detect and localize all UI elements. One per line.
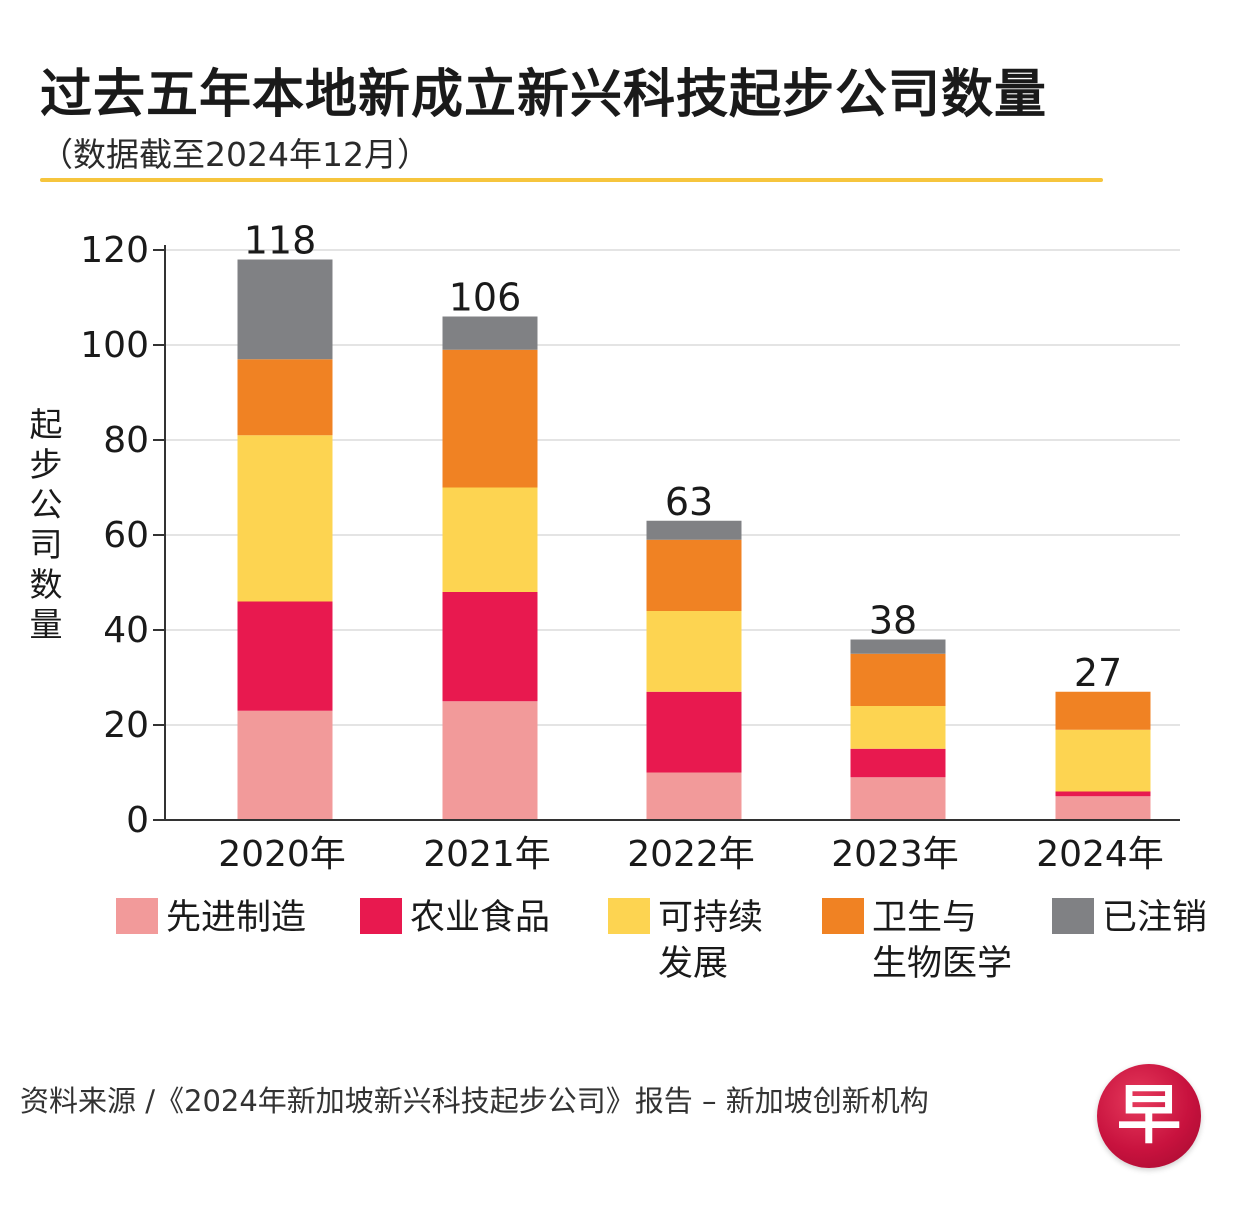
labels: 0 20 40 60 80 100 120 118 2020年 106 2021年 63 2022年 38… [80,219,1164,876]
y-axis-label-char: 司 [29,525,63,564]
bar-segment [646,611,742,692]
y-axis-label: 起 步 公 司 数 量 [26,405,66,645]
legend-swatch [1052,898,1094,934]
x-tick-label: 2021年 [423,834,551,875]
y-tick-label: 40 [103,610,149,651]
bar-segment [850,748,946,778]
y-tick-label: 20 [103,705,149,746]
page-title: 过去五年本地新成立新兴科技起步公司数量 [40,65,1048,125]
bar-total-label: 63 [665,480,713,524]
bar-segment [442,487,538,592]
bars [237,259,1151,820]
bar-segment [442,592,538,702]
source-note: 资料来源 /《2024年新加坡新兴科技起步公司》报告 – 新加坡创新机构 [20,1084,929,1118]
y-axis-label-char: 数 [29,565,63,604]
bar-segment [237,259,333,360]
bar-segment [442,316,538,350]
bar-total-label: 106 [449,276,522,320]
bar-segment [442,701,538,820]
bar-segment [646,539,742,611]
y-tick-label: 0 [126,800,149,841]
bar-segment [237,359,333,436]
x-tick-label: 2024年 [1036,834,1164,875]
bar-segment [237,710,333,820]
legend-label: 农业食品 [410,898,551,938]
bar-segment [1055,691,1151,730]
legend-label: 卫生与 生物医学 [872,898,1013,984]
bar-segment [850,777,946,820]
bar-segment [646,691,742,773]
bar-segment [1055,796,1151,820]
bar-segment [1055,729,1151,792]
bar-total-label: 27 [1074,651,1122,695]
logo-char: 早 [1117,1079,1181,1153]
page-subtitle: （数据截至2024年12月） [40,135,430,174]
bar-total-label: 118 [244,219,317,263]
x-tick-label: 2023年 [831,834,959,875]
legend-swatch [608,898,650,934]
legend-label: 已注销 [1102,898,1208,938]
stacked-bar-chart: 0 20 40 60 80 100 120 118 2020年 106 2021年 63 2022年 38… [80,219,1180,876]
bar-segment [850,639,946,654]
legend-swatch [116,898,158,934]
y-tick-label: 80 [103,420,149,461]
bar-segment [646,772,742,820]
bar-segment [237,435,333,602]
y-tick-label: 60 [103,515,149,556]
y-axis-label-char: 量 [29,605,63,644]
x-tick-label: 2022年 [627,834,755,875]
bar-segment [442,349,538,488]
y-tick-label: 100 [80,325,149,366]
y-axis-label-char: 公 [29,485,63,524]
bar-segment [850,653,946,706]
bar-segment [237,601,333,711]
bar-total-label: 38 [869,599,917,643]
y-axis-label-char: 步 [29,445,63,484]
legend-label: 可持续 发展 [658,898,764,984]
title-underline [40,178,1103,182]
x-tick-label: 2020年 [218,834,346,875]
legend-swatch [360,898,402,934]
legend-swatch [822,898,864,934]
legend: 先进制造 农业食品 可持续 发展 卫生与 生物医学 已注销 [0,895,1251,995]
zaobao-logo: 早 [1097,1064,1201,1168]
bar-segment [646,520,742,540]
y-axis-label-char: 起 [29,405,63,444]
bar-segment [850,706,946,749]
axes [153,245,1180,821]
bar-segment [1055,791,1151,797]
legend-label: 先进制造 [166,898,307,938]
y-tick-label: 120 [80,230,149,271]
